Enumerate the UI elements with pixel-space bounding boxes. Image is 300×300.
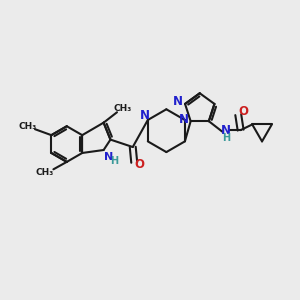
- Text: N: N: [221, 124, 231, 136]
- Text: O: O: [135, 158, 145, 171]
- Text: O: O: [238, 105, 249, 118]
- Text: N: N: [179, 113, 189, 126]
- Text: N: N: [140, 109, 150, 122]
- Text: H: H: [110, 156, 118, 166]
- Text: H: H: [222, 133, 230, 142]
- Text: CH₃: CH₃: [113, 104, 131, 113]
- Text: N: N: [172, 95, 183, 108]
- Text: CH₃: CH₃: [18, 122, 37, 131]
- Text: CH₃: CH₃: [36, 168, 54, 177]
- Text: N: N: [104, 152, 114, 161]
